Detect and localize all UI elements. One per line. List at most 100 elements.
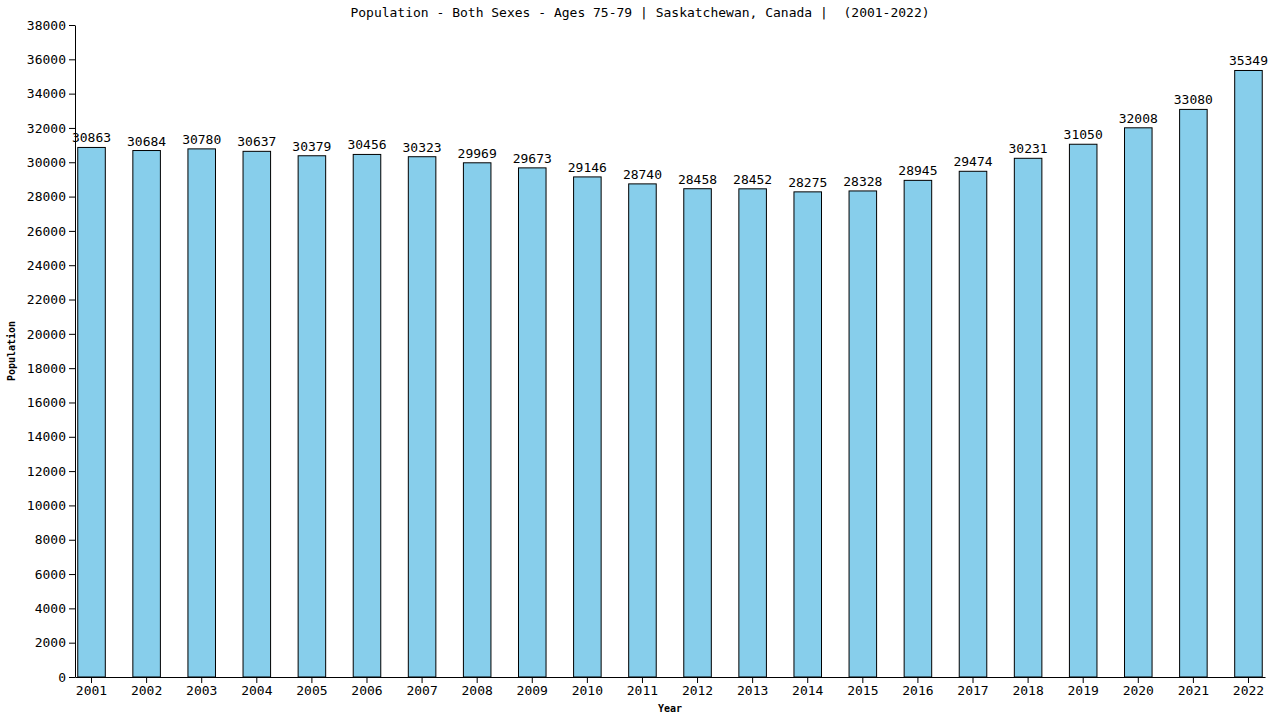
chart: 3086330684307803063730379304563032329969…	[0, 0, 1280, 720]
bar	[849, 191, 877, 677]
x-tick-label: 2005	[296, 683, 327, 698]
x-tick-label: 2015	[847, 683, 878, 698]
data-label: 28740	[623, 167, 662, 182]
x-tick-mark	[1028, 677, 1029, 683]
y-tick: 28000	[27, 189, 75, 204]
x-tick: 2011	[627, 677, 658, 698]
x-tick-mark	[917, 677, 918, 683]
x-tick: 2018	[1012, 677, 1043, 698]
data-label: 28945	[898, 163, 937, 178]
y-tick: 24000	[27, 258, 75, 273]
x-tick-mark	[862, 677, 863, 683]
y-tick: 26000	[27, 224, 75, 239]
bar	[684, 189, 712, 677]
y-tick: 22000	[27, 292, 75, 307]
y-tick-label: 26000	[27, 224, 66, 239]
x-tick: 2005	[296, 677, 327, 698]
x-tick-mark	[422, 677, 423, 683]
y-axis-title: Population	[6, 321, 17, 381]
y-tick-label: 36000	[27, 52, 66, 67]
y-tick-mark	[69, 471, 75, 472]
data-label: 29146	[568, 160, 607, 175]
x-tick-label: 2008	[462, 683, 493, 698]
y-tick-label: 24000	[27, 258, 66, 273]
y-tick: 16000	[27, 395, 75, 410]
x-tick-label: 2002	[131, 683, 162, 698]
x-tick-mark	[256, 677, 257, 683]
x-tick-mark	[311, 677, 312, 683]
x-axis: 2001 2002 2003 2004 2005 2006 2007 2008 2009 2010…	[76, 677, 1266, 698]
x-tick-mark	[1083, 677, 1084, 683]
x-tick-mark	[532, 677, 533, 683]
x-tick-label: 2020	[1123, 683, 1154, 698]
data-label: 30780	[182, 132, 221, 147]
y-tick-mark	[69, 94, 75, 95]
data-label: 31050	[1064, 127, 1103, 142]
y-tick-mark	[69, 25, 75, 26]
bar	[574, 177, 602, 677]
data-label: 30863	[72, 130, 111, 145]
x-tick-label: 2006	[351, 683, 382, 698]
x-tick: 2015	[847, 677, 878, 698]
data-label: 35349	[1229, 53, 1268, 68]
x-tick-mark	[1193, 677, 1194, 683]
y-tick-mark	[69, 402, 75, 403]
y-tick: 32000	[27, 121, 75, 136]
x-tick-label: 2011	[627, 683, 658, 698]
y-tick-mark	[69, 197, 75, 198]
bar	[904, 180, 932, 677]
y-tick-mark	[69, 265, 75, 266]
data-label: 29474	[953, 154, 992, 169]
y-tick: 0	[58, 670, 75, 685]
bar	[1235, 70, 1263, 677]
y-tick-label: 32000	[27, 121, 66, 136]
x-tick: 2013	[737, 677, 768, 698]
y-tick-label: 18000	[27, 361, 66, 376]
y-axis-line	[75, 26, 76, 678]
y-tick: 6000	[35, 567, 75, 582]
bar	[188, 149, 216, 677]
y-tick-label: 4000	[35, 601, 66, 616]
x-tick: 2022	[1233, 677, 1264, 698]
y-tick: 30000	[27, 155, 75, 170]
y-tick: 38000	[27, 18, 75, 33]
y-tick-mark	[69, 300, 75, 301]
x-tick: 2004	[241, 677, 272, 698]
x-tick-label: 2013	[737, 683, 768, 698]
y-tick-mark	[69, 505, 75, 506]
x-tick-label: 2010	[572, 683, 603, 698]
bar	[629, 184, 657, 677]
y-tick: 36000	[27, 52, 75, 67]
x-tick: 2020	[1123, 677, 1154, 698]
x-tick: 2016	[902, 677, 933, 698]
y-tick: 2000	[35, 635, 75, 650]
x-tick: 2012	[682, 677, 713, 698]
x-tick-mark	[587, 677, 588, 683]
x-tick: 2001	[76, 677, 107, 698]
y-tick: 20000	[27, 327, 75, 342]
y-tick-label: 14000	[27, 429, 66, 444]
x-tick: 2021	[1178, 677, 1209, 698]
x-tick-label: 2012	[682, 683, 713, 698]
y-tick-mark	[69, 128, 75, 129]
x-tick: 2007	[406, 677, 437, 698]
x-tick: 2003	[186, 677, 217, 698]
title: Population - Both Sexes - Ages 75-79 | S…	[350, 5, 929, 20]
x-tick-label: 2009	[517, 683, 548, 698]
x-tick-mark	[366, 677, 367, 683]
y-tick-mark	[69, 677, 75, 678]
y-tick: 8000	[35, 532, 75, 547]
x-axis-title: Year	[658, 703, 682, 714]
data-label: 30323	[403, 140, 442, 155]
bar	[794, 192, 822, 677]
x-tick-mark	[752, 677, 753, 683]
y-tick-mark	[69, 540, 75, 541]
y-tick-mark	[69, 574, 75, 575]
y-tick-label: 20000	[27, 327, 66, 342]
x-tick-mark	[697, 677, 698, 683]
x-tick-mark	[201, 677, 202, 683]
data-label: 33080	[1174, 92, 1213, 107]
data-label: 30231	[1009, 141, 1048, 156]
x-tick-label: 2014	[792, 683, 823, 698]
y-tick-mark	[69, 437, 75, 438]
